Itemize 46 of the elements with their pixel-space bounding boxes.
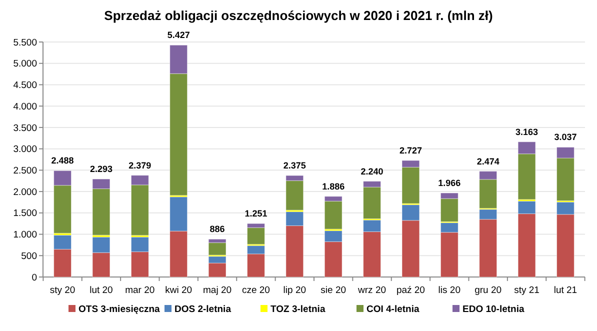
y-tick-label: 2.000 [13, 186, 37, 198]
total-label: 2.240 [360, 166, 384, 176]
x-tick-label: sie 20 [320, 285, 346, 296]
total-label: 2.727 [399, 145, 422, 156]
y-tick-label: 3.000 [13, 144, 37, 156]
y-tick-label: 0 [32, 272, 37, 284]
y-tick-label: 4.000 [13, 101, 37, 112]
y-tick-label: 5.000 [13, 58, 37, 70]
total-label: 3.163 [516, 126, 538, 137]
x-tick-label: lis 20 [438, 285, 460, 296]
y-tick-label: 1.500 [13, 208, 37, 220]
total-label: 1.251 [244, 208, 268, 219]
x-tick-label: lut 21 [554, 285, 578, 296]
chart-title: Sprzedaż obligacji oszczędnościowych w 2020 i 2021 r. (mln zł) [104, 8, 493, 23]
total-label: 2.474 [476, 156, 500, 166]
total-label: 2.375 [283, 160, 306, 171]
total-label: 2.379 [128, 160, 152, 170]
x-tick-label: paź 20 [396, 285, 425, 296]
x-tick-label: wrz 20 [357, 285, 386, 296]
x-tick-label: mar 20 [125, 285, 155, 296]
legend-label: EDO 10-letnia [462, 304, 525, 315]
total-label: 886 [210, 224, 225, 234]
legend-label: TOZ 3-letnia [270, 304, 326, 315]
total-label: 5.427 [167, 30, 190, 40]
x-tick-label: lut 20 [90, 285, 113, 296]
y-tick-label: 5.500 [13, 37, 37, 48]
x-tick-label: lip 20 [283, 285, 306, 296]
x-tick-label: gru 20 [474, 285, 502, 296]
total-label: 1.886 [322, 181, 345, 192]
total-label: 1.966 [438, 178, 461, 188]
legend-label: DOS 2-letnia [174, 304, 232, 315]
x-tick-label: sty 21 [514, 285, 540, 296]
y-tick-label: 2.500 [13, 166, 37, 177]
y-tick-label: 4.500 [13, 80, 37, 92]
y-tick-label: 1.000 [13, 230, 37, 241]
total-label: 3.037 [554, 132, 577, 142]
x-tick-label: maj 20 [203, 285, 232, 296]
y-tick-label: 3.500 [13, 122, 37, 134]
legend-label: OTS 3-miesięczna [78, 304, 161, 315]
total-label: 2.293 [90, 164, 112, 174]
total-label: 2.488 [51, 156, 74, 166]
legend-label: COI 4-letnia [366, 304, 420, 315]
x-tick-label: sty 20 [50, 285, 76, 296]
y-tick-label: 500 [21, 250, 37, 262]
x-tick-label: cze 20 [242, 285, 270, 296]
x-tick-label: kwi 20 [165, 285, 192, 296]
